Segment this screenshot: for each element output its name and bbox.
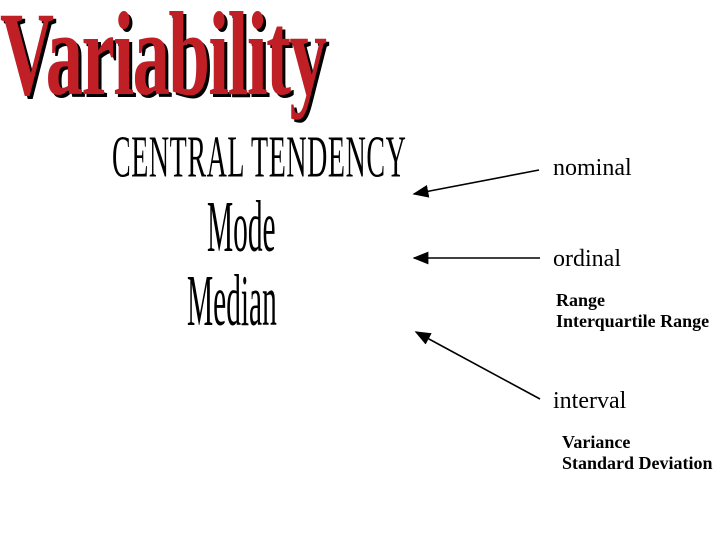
details-interval: Variance Standard Deviation (562, 432, 713, 473)
label-ordinal: ordinal (553, 246, 621, 273)
subtitle-central-tendency: CENTRAL TENDENCY (112, 122, 406, 190)
details-ordinal-line2: Interquartile Range (556, 311, 709, 332)
arrow-nominal-to-mode (414, 170, 539, 194)
label-interval: interval (553, 388, 626, 415)
details-interval-line2: Standard Deviation (562, 453, 713, 474)
label-mode: Mode (207, 186, 276, 270)
details-ordinal-line1: Range (556, 290, 709, 311)
details-ordinal: Range Interquartile Range (556, 290, 709, 331)
label-median: Median (187, 260, 277, 344)
title-variability: Variability Variability (0, 0, 417, 95)
title-text: Variability (0, 0, 325, 123)
details-interval-line1: Variance (562, 432, 713, 453)
label-nominal: nominal (553, 155, 632, 182)
arrow-interval-to-median (416, 332, 540, 399)
